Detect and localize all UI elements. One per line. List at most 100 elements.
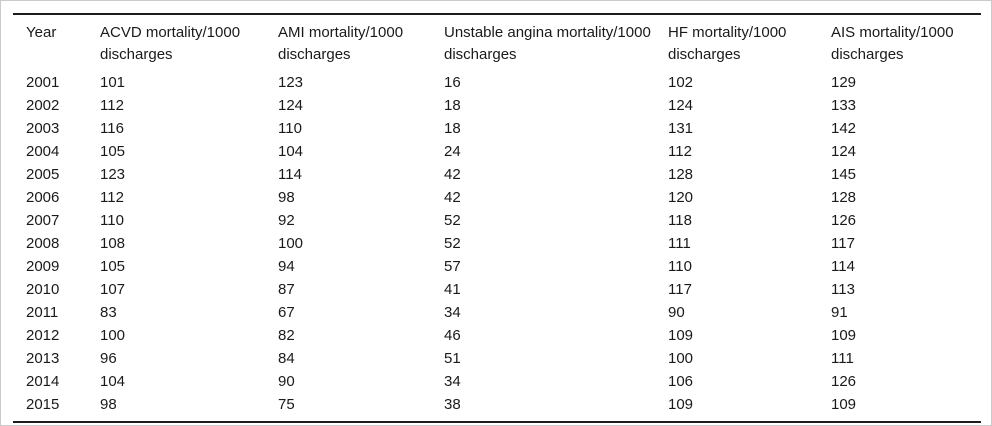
table-cell: 126: [831, 373, 857, 390]
table-body: 2001 101 123 16 102 129 2002 112 124 18 124 133 2003…: [13, 71, 981, 422]
table-cell: 107: [100, 281, 126, 298]
table-row: 2006 112 98 42 120 128: [13, 186, 981, 209]
table-cell: 113: [831, 281, 855, 298]
header-row: Year ACVD mortality/1000 discharges AMI mo…: [13, 14, 981, 71]
table-cell: 46: [444, 327, 461, 344]
table-cell: 100: [668, 350, 694, 367]
year-cell: 2011: [26, 304, 59, 321]
table-cell: 98: [278, 189, 295, 206]
table-row: 2004 105 104 24 112 124: [13, 140, 981, 163]
table-cell: 124: [278, 97, 304, 114]
year-cell: 2001: [26, 74, 60, 91]
table-cell: 109: [831, 396, 857, 413]
table-cell: 92: [278, 212, 295, 229]
table-cell: 114: [831, 258, 855, 275]
column-header: AIS mortality/1000 discharges: [831, 24, 954, 63]
table-cell: 18: [444, 97, 461, 114]
table-header: Year ACVD mortality/1000 discharges AMI mo…: [13, 14, 981, 71]
table-cell: 124: [668, 97, 694, 114]
table-cell: 142: [831, 120, 857, 137]
year-cell: 2004: [26, 143, 60, 160]
table-cell: 109: [668, 327, 694, 344]
table-cell: 90: [668, 304, 685, 321]
table-cell: 114: [278, 166, 302, 183]
table-cell: 52: [444, 235, 461, 252]
table-row: 2009 105 94 57 110 114: [13, 255, 981, 278]
table-cell: 94: [278, 258, 295, 275]
table-cell: 101: [100, 74, 126, 91]
table-cell: 120: [668, 189, 694, 206]
year-cell: 2013: [26, 350, 60, 367]
table-cell: 104: [100, 373, 126, 390]
year-cell: 2012: [26, 327, 60, 344]
table-cell: 123: [278, 74, 304, 91]
table-cell: 123: [100, 166, 126, 183]
table-row: 2013 96 84 51 100 111: [13, 347, 981, 370]
table-cell: 96: [100, 350, 117, 367]
table-cell: 104: [278, 143, 304, 160]
table-cell: 110: [668, 258, 692, 275]
table-cell: 131: [668, 120, 694, 137]
table-cell: 126: [831, 212, 857, 229]
table-row: 2015 98 75 38 109 109: [13, 393, 981, 422]
table-cell: 42: [444, 166, 461, 183]
table-cell: 100: [278, 235, 304, 252]
table-cell: 111: [831, 350, 854, 367]
column-header: AMI mortality/1000 discharges: [278, 24, 404, 63]
table-cell: 105: [100, 143, 126, 160]
table-cell: 18: [444, 120, 461, 137]
year-cell: 2008: [26, 235, 60, 252]
year-cell: 2007: [26, 212, 60, 229]
table-cell: 51: [444, 350, 461, 367]
table-row: 2010 107 87 41 117 113: [13, 278, 981, 301]
table-cell: 133: [831, 97, 857, 114]
table-cell: 129: [831, 74, 857, 91]
table-cell: 100: [100, 327, 126, 344]
mortality-table: Year ACVD mortality/1000 discharges AMI mo…: [13, 13, 981, 423]
table-cell: 42: [444, 189, 461, 206]
year-cell: 2006: [26, 189, 60, 206]
table-cell: 87: [278, 281, 295, 298]
table-cell: 98: [100, 396, 117, 413]
year-cell: 2003: [26, 120, 60, 137]
table-cell: 84: [278, 350, 295, 367]
table-row: 2008 108 100 52 111 117: [13, 232, 981, 255]
table-row: 2001 101 123 16 102 129: [13, 71, 981, 94]
table-cell: 110: [278, 120, 302, 137]
table-cell: 52: [444, 212, 461, 229]
table-cell: 24: [444, 143, 461, 160]
table-cell: 118: [668, 212, 692, 229]
table-cell: 106: [668, 373, 694, 390]
table-cell: 112: [668, 143, 692, 160]
table-row: 2003 116 110 18 131 142: [13, 117, 981, 140]
table-cell: 109: [831, 327, 857, 344]
year-cell: 2009: [26, 258, 60, 275]
table-row: 2012 100 82 46 109 109: [13, 324, 981, 347]
table-cell: 128: [831, 189, 857, 206]
year-cell: 2010: [26, 281, 60, 298]
table-cell: 102: [668, 74, 694, 91]
year-cell: 2015: [26, 396, 60, 413]
table-cell: 128: [668, 166, 694, 183]
table-cell: 145: [831, 166, 857, 183]
table-cell: 57: [444, 258, 461, 275]
table-cell: 110: [100, 212, 124, 229]
table-row: 2002 112 124 18 124 133: [13, 94, 981, 117]
table-row: 2005 123 114 42 128 145: [13, 163, 981, 186]
table-cell: 91: [831, 304, 848, 321]
table-cell: 108: [100, 235, 126, 252]
table-cell: 117: [668, 281, 692, 298]
table-cell: 112: [100, 97, 124, 114]
column-header: Unstable angina mortality/1000 discharge…: [444, 24, 651, 63]
column-header: Year: [26, 24, 57, 41]
table-cell: 41: [444, 281, 461, 298]
year-cell: 2005: [26, 166, 60, 183]
table-cell: 124: [831, 143, 857, 160]
table-cell: 109: [668, 396, 694, 413]
table-cell: 112: [100, 189, 124, 206]
table-cell: 34: [444, 304, 461, 321]
table-cell: 105: [100, 258, 126, 275]
table-cell: 67: [278, 304, 295, 321]
table-cell: 116: [100, 120, 124, 137]
